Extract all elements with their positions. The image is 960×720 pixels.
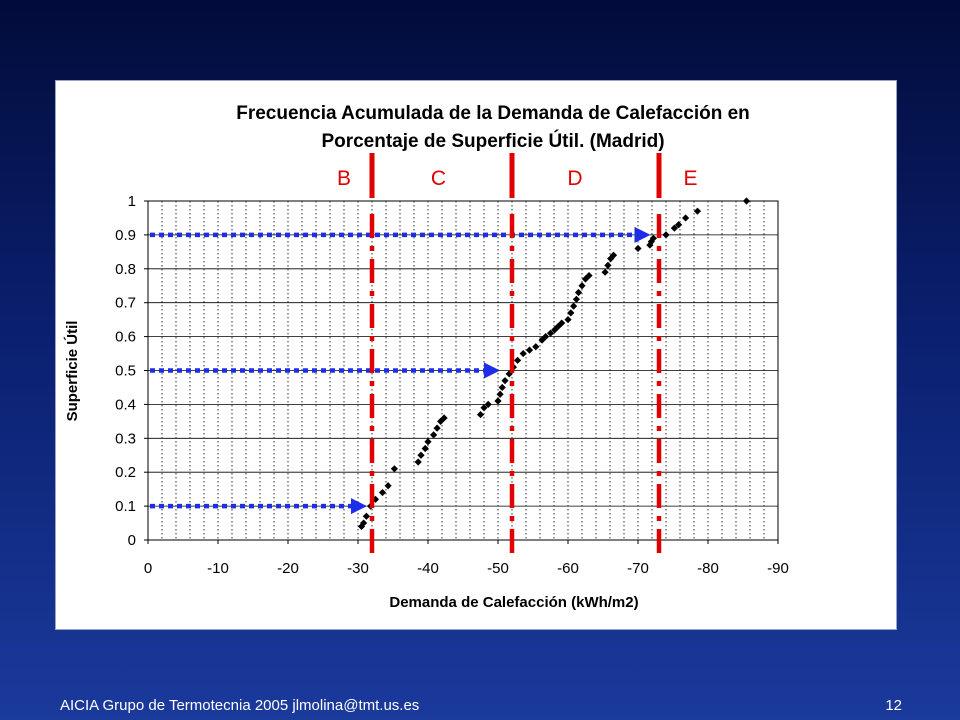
data-point [519, 349, 527, 358]
y-tick-label: 0.7 [115, 295, 136, 312]
footer-credit: AICIA Grupo de Termotecnia 2005 jlmolina… [60, 697, 420, 714]
class-label: B [337, 167, 351, 190]
data-point [693, 207, 702, 215]
class-labels: B C D E [337, 167, 698, 190]
data-point [514, 356, 522, 364]
x-axis-ticks: 0 -10 -20 -30 -40 -50 -60 -70 -80 -90 [144, 540, 789, 577]
data-point [417, 451, 425, 459]
chart-title-line-2: Porcentaje de Superficie Útil. (Madrid) [321, 130, 664, 152]
y-axis-label: Superficie Útil [63, 321, 81, 422]
data-point [570, 302, 578, 310]
x-axis-label: Demanda de Calefacción (kWh/m2) [389, 594, 638, 611]
data-point [360, 519, 368, 527]
data-point [525, 346, 534, 354]
chart-title: Frecuencia Acumulada de la Demanda de Ca… [236, 103, 750, 152]
accumulated-frequency-chart: Frecuencia Acumulada de la Demanda de Ca… [63, 103, 789, 611]
y-tick-label: 0.3 [115, 430, 136, 447]
x-tick-label: 0 [144, 560, 152, 577]
data-point [634, 244, 642, 253]
data-point [572, 295, 580, 303]
data-point [484, 400, 492, 408]
data-point [424, 438, 432, 446]
data-point [498, 383, 506, 392]
data-point [682, 214, 690, 222]
y-tick-label: 0 [128, 532, 136, 549]
reference-arrowhead [634, 226, 651, 243]
data-point [430, 431, 438, 439]
data-point [551, 326, 559, 334]
data-point [675, 221, 683, 229]
page-number: 12 [885, 697, 902, 714]
y-tick-label: 0.4 [115, 396, 136, 413]
data-point [480, 404, 488, 412]
data-point [670, 224, 678, 232]
data-point [362, 512, 370, 520]
y-tick-label: 0.1 [115, 498, 136, 515]
y-tick-label: 0.6 [115, 329, 136, 346]
x-tick-label: -60 [557, 560, 579, 577]
data-point [437, 417, 445, 425]
data-point [384, 482, 392, 490]
data-point [476, 410, 485, 419]
data-point [414, 458, 422, 466]
x-tick-label: -80 [697, 560, 719, 577]
data-point [505, 370, 513, 378]
data-point [421, 444, 429, 453]
x-tick-label: -90 [767, 560, 789, 577]
data-point [578, 282, 586, 290]
data-point [607, 255, 615, 263]
class-label: D [567, 167, 582, 190]
data-point [601, 268, 609, 276]
x-tick-label: -70 [627, 560, 649, 577]
y-tick-label: 0.8 [115, 261, 136, 278]
chart-panel: Frecuencia Acumulada de la Demanda de Ca… [55, 80, 897, 630]
data-point [433, 424, 441, 432]
data-point [567, 309, 575, 317]
data-point [390, 465, 398, 473]
y-tick-label: 0.5 [115, 363, 136, 380]
class-label: C [431, 167, 446, 190]
data-point [649, 234, 657, 242]
reference-arrowhead [484, 362, 500, 379]
class-label: E [683, 167, 697, 190]
x-tick-label: -50 [487, 560, 509, 577]
data-point [647, 238, 655, 246]
class-boundaries [369, 153, 662, 554]
x-tick-label: -40 [417, 560, 439, 577]
y-tick-label: 0.2 [115, 464, 136, 481]
x-tick-label: -20 [277, 560, 299, 577]
data-point [538, 336, 546, 344]
data-point [501, 377, 509, 385]
data-point [604, 261, 612, 270]
y-tick-label: 0.9 [115, 227, 136, 244]
y-axis-ticks: 0 0.1 0.2 0.3 0.4 0.5 0.6 0.7 0.8 0.9 1 [115, 193, 148, 549]
data-point [494, 397, 502, 405]
x-tick-label: -30 [347, 560, 369, 577]
x-tick-label: -10 [207, 560, 229, 577]
data-point [440, 414, 448, 422]
reference-arrowhead [351, 498, 367, 515]
reference-arrows [150, 226, 651, 515]
data-point [662, 231, 670, 239]
data-point [378, 488, 387, 497]
data-series [357, 197, 751, 531]
data-point [542, 333, 550, 341]
data-point [574, 288, 583, 297]
data-point [742, 197, 751, 205]
y-tick-label: 1 [128, 193, 136, 210]
data-point [532, 343, 540, 351]
data-point [564, 316, 572, 324]
chart-title-line-1: Frecuencia Acumulada de la Demanda de Ca… [236, 103, 750, 124]
data-point [496, 390, 504, 398]
